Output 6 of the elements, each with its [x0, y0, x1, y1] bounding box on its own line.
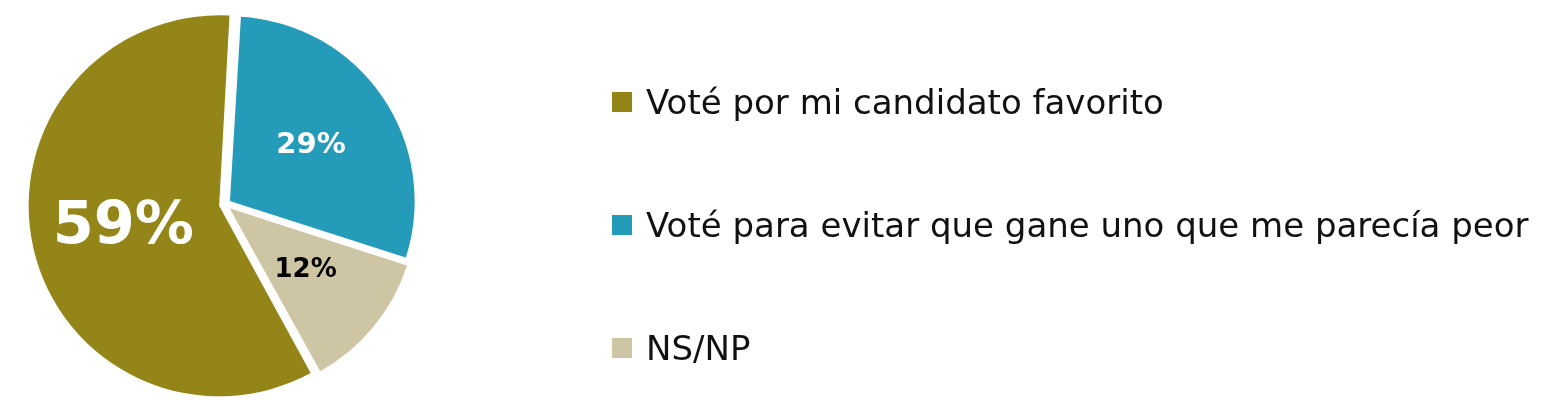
data-label: 12% — [274, 253, 337, 284]
legend-label: Voté por mi candidato favorito — [646, 81, 1164, 122]
legend-label: Voté para evitar que gane uno que me parecía peor — [646, 204, 1529, 245]
data-label: 29% — [276, 126, 346, 161]
data-label: 59% — [52, 187, 194, 257]
legend-label: NS/NP — [646, 327, 751, 368]
